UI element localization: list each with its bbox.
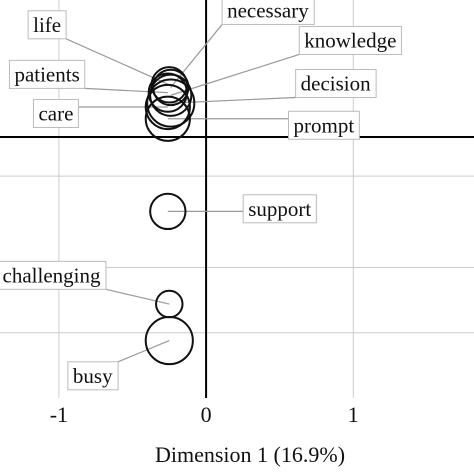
point-challenging (155, 289, 184, 319)
leader-busy (117, 340, 170, 363)
leader-decision (170, 96, 296, 104)
leader-life (65, 38, 170, 86)
label-box (298, 25, 402, 55)
label-text: support (248, 197, 311, 221)
label-patients: patients (8, 59, 86, 89)
label-box (32, 99, 79, 129)
word-labels: life necessary patients knowledge decision ca… (0, 0, 402, 391)
point-support (149, 192, 187, 231)
label-box (295, 69, 377, 99)
label-box (67, 361, 119, 391)
label-text: prompt (294, 113, 355, 137)
label-box (0, 260, 107, 290)
label-life: life (27, 10, 67, 40)
label-text: busy (73, 364, 113, 388)
x-tick-label: -1 (50, 402, 68, 427)
label-decision: decision (295, 69, 377, 99)
label-box (242, 194, 317, 224)
label-busy: busy (67, 361, 119, 391)
label-text: knowledge (304, 28, 396, 52)
label-prompt: prompt (288, 110, 360, 140)
label-box (8, 59, 86, 89)
x-tick-labels: -1 0 1 (50, 402, 359, 427)
point-prompt (144, 95, 191, 142)
x-axis-title: Dimension 1 (16.9%) (155, 442, 345, 467)
label-text: patients (14, 62, 79, 86)
label-text: necessary (227, 0, 309, 22)
data-circles (144, 66, 196, 366)
label-text: challenging (3, 263, 101, 287)
point-care (144, 83, 191, 131)
label-support: support (242, 194, 317, 224)
point-decision (146, 78, 196, 128)
label-text: decision (301, 72, 371, 96)
point-busy (144, 316, 194, 366)
grid-lines (0, 0, 474, 398)
leader-knowledge (170, 53, 300, 96)
label-text: life (33, 13, 61, 37)
label-box (27, 10, 67, 40)
label-knowledge: knowledge (298, 25, 402, 55)
x-tick-label: 0 (201, 402, 212, 427)
label-challenging: challenging (0, 260, 107, 290)
label-box (288, 110, 360, 140)
label-text: care (38, 102, 73, 126)
label-box (221, 0, 315, 25)
label-care: care (32, 99, 79, 129)
leader-challenging (105, 288, 170, 305)
label-necessary: necessary (221, 0, 315, 25)
leader-necessary (170, 24, 223, 88)
x-tick-label: 1 (348, 402, 359, 427)
axes (0, 0, 474, 398)
